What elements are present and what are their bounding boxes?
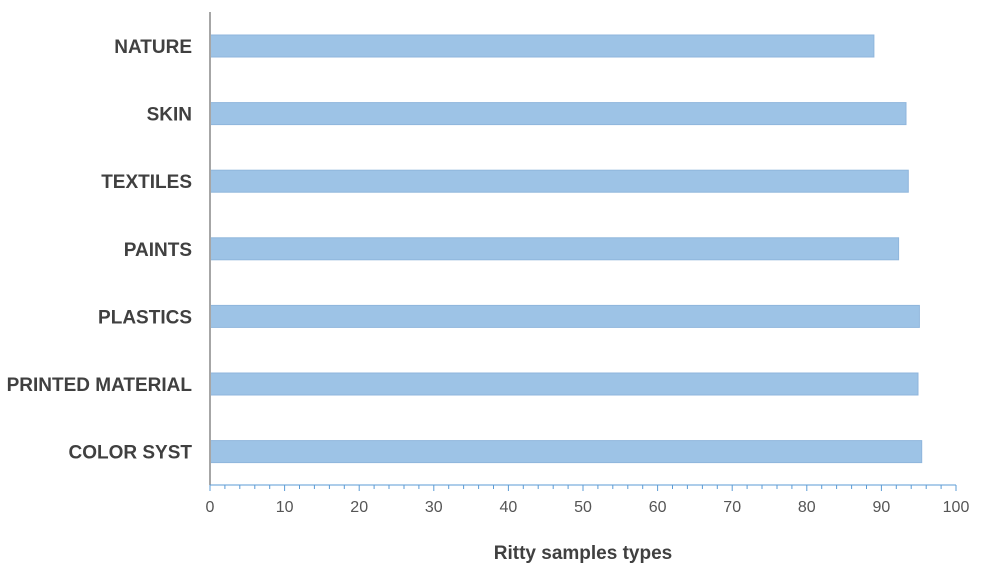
bar-color-syst (209, 440, 923, 464)
bar-skin (209, 102, 907, 126)
bar-nature (209, 34, 875, 58)
bar-paints (209, 237, 900, 261)
x-tick-label: 100 (943, 499, 970, 516)
x-tick-label: 60 (649, 499, 667, 516)
bar-textiles (209, 169, 909, 193)
bars-group (209, 34, 923, 464)
x-tick-label: 50 (574, 499, 592, 516)
category-label: NATURE (114, 37, 192, 58)
category-label: SKIN (147, 105, 192, 126)
category-label: PAINTS (124, 240, 192, 261)
category-labels: NATURE SKIN TEXTILES PAINTS PLASTICS PRINTED … (7, 37, 193, 464)
x-tick-label: 80 (798, 499, 816, 516)
x-tick-labels: 0 10 20 30 40 50 60 70 80 90 100 (206, 499, 970, 516)
x-tick-label: 30 (425, 499, 443, 516)
category-label: PRINTED MATERIAL (7, 375, 193, 396)
x-tick-label: 70 (723, 499, 741, 516)
x-tick-label: 0 (206, 499, 215, 516)
bar-printed-material (209, 372, 919, 396)
x-tick-label: 20 (350, 499, 368, 516)
x-tick-label: 10 (276, 499, 294, 516)
bar-plastics (209, 304, 920, 328)
x-axis-title: Ritty samples types (494, 543, 672, 564)
category-label: TEXTILES (101, 172, 192, 193)
category-label: COLOR SYST (68, 443, 192, 464)
x-axis-ticks (209, 485, 957, 491)
category-label: PLASTICS (98, 307, 192, 328)
x-tick-label: 40 (500, 499, 518, 516)
x-tick-label: 90 (873, 499, 891, 516)
